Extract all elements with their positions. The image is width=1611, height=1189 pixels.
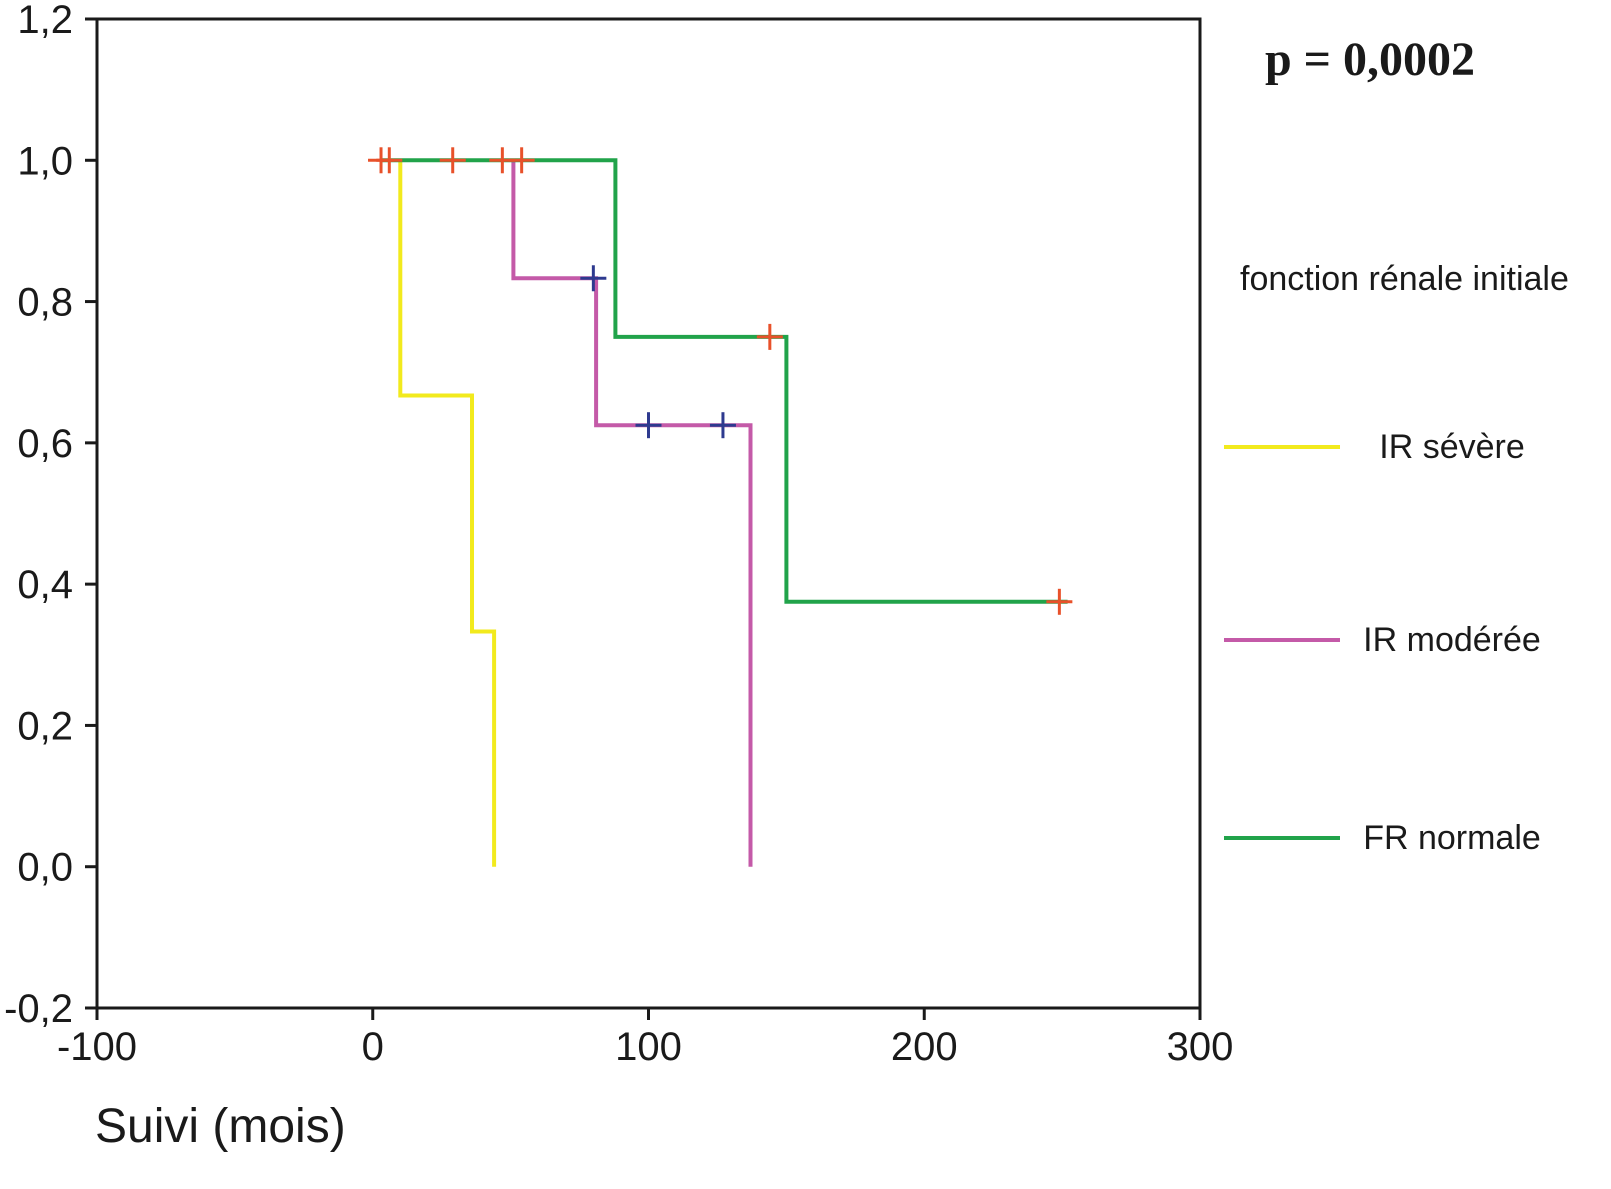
x-tick-label: 200 — [891, 1025, 958, 1069]
legend-title: fonction rénale initiale — [1240, 260, 1569, 298]
y-tick-label: 1,2 — [17, 0, 73, 42]
x-tick-label: 300 — [1167, 1025, 1234, 1069]
series-line-3 — [381, 158, 1068, 604]
x-tick-label: 100 — [615, 1025, 682, 1069]
censor-mark — [580, 265, 607, 292]
plot-frame — [95, 17, 1202, 1010]
series-line-2 — [511, 160, 753, 867]
censor-mark — [635, 412, 662, 439]
censor-mark — [439, 147, 466, 174]
censor-mark — [376, 147, 403, 174]
legend-label-1: IR sévère — [1379, 428, 1525, 466]
x-axis-title: Suivi (mois) — [95, 1100, 346, 1153]
y-tick-label: 0,6 — [17, 422, 73, 466]
legend: fonction rénale initiale IR sévère IR mod… — [1224, 260, 1569, 857]
censor-mark — [1046, 588, 1073, 615]
censor-mark — [508, 147, 535, 174]
y-tick-label: -0,2 — [4, 987, 73, 1031]
series — [368, 147, 1073, 867]
series-line-1 — [398, 160, 497, 867]
y-tick-label: 0,2 — [17, 704, 73, 748]
legend-label-3: FR normale — [1363, 819, 1541, 857]
y-tick-label: 0,0 — [17, 846, 73, 890]
p-value-annotation: p = 0,0002 — [1265, 33, 1475, 86]
y-tick-label: 0,4 — [17, 563, 73, 607]
y-tick-label: 0,8 — [17, 281, 73, 325]
censor-mark — [709, 412, 736, 439]
censor-mark — [756, 323, 783, 350]
legend-label-2: IR modérée — [1363, 621, 1541, 659]
axes: -0,2 0,0 0,2 0,4 0,6 0,8 1,0 1,2 -100 0 100 200 300 — [4, 0, 1233, 1069]
y-tick-label: 1,0 — [17, 139, 73, 183]
x-tick-label: -100 — [57, 1025, 137, 1069]
x-tick-label: 0 — [362, 1025, 384, 1069]
